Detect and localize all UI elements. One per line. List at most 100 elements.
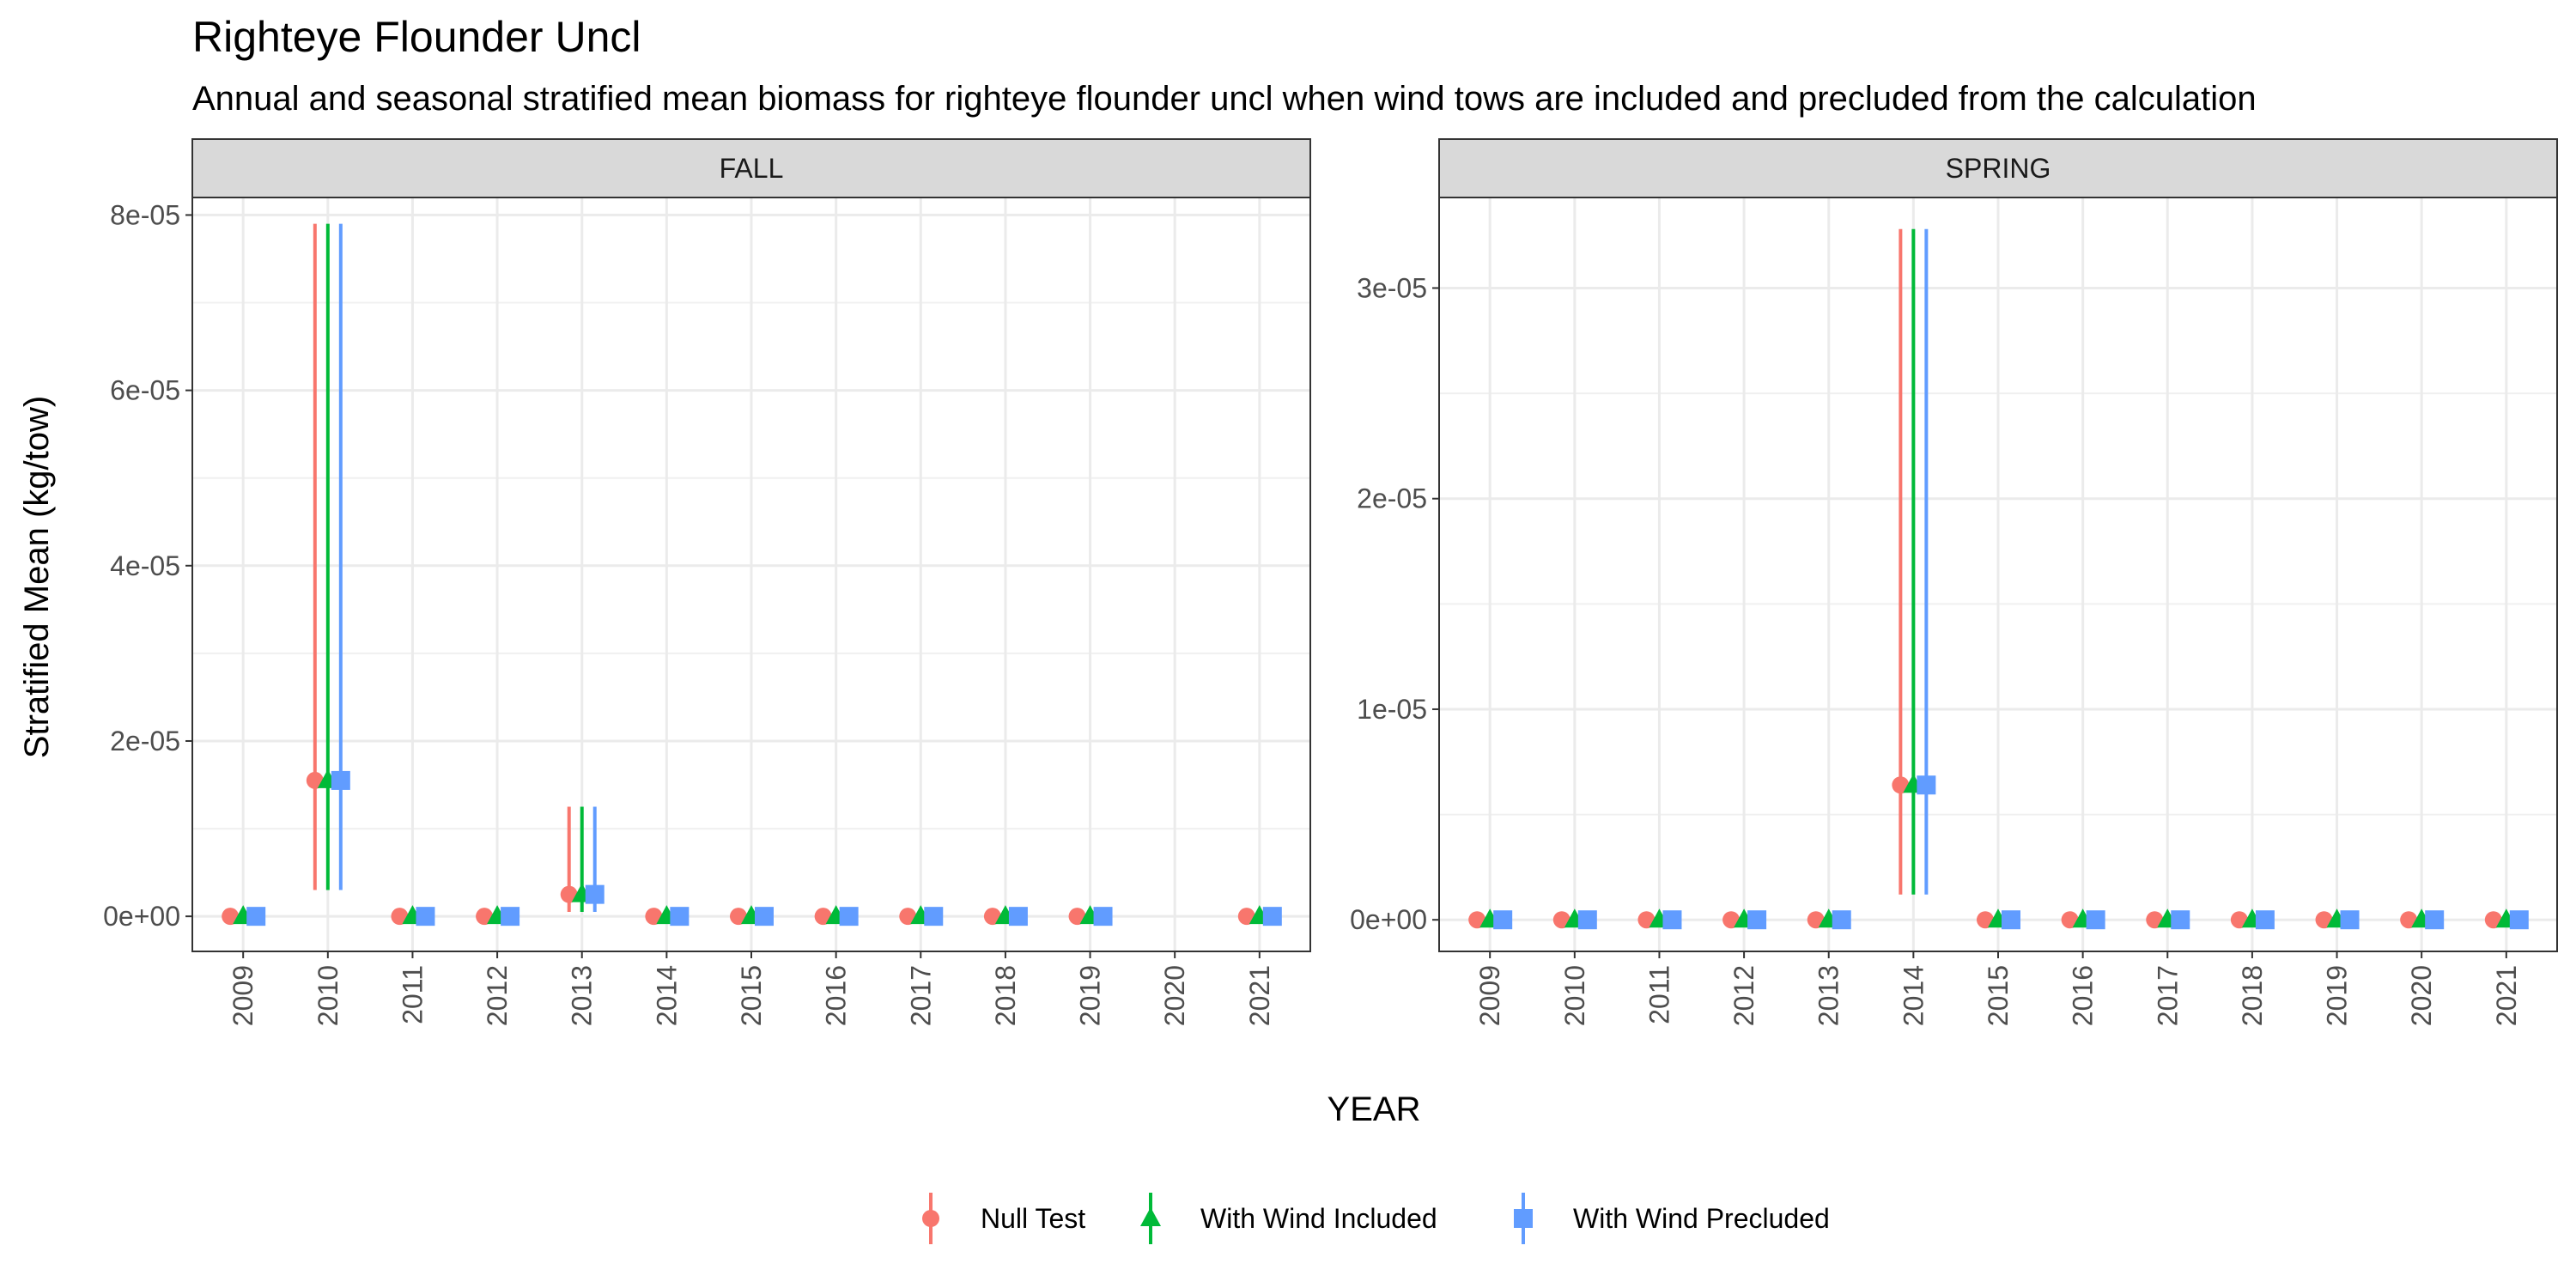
legend-item-with-wind-included: With Wind Included [1140,1193,1437,1244]
y-tick-label: 6e-05 [110,375,180,406]
x-tick-label: 2015 [1983,965,2014,1026]
x-tick-label: 2019 [1075,965,1106,1026]
y-tick-label: 3e-05 [1357,272,1427,303]
x-tick-label: 2010 [313,965,343,1026]
data-point [1262,907,1282,927]
data-point [1552,911,1571,929]
data-point [416,907,435,927]
facet-strip [191,138,1311,198]
data-point [645,908,663,926]
x-tick-label: 2021 [2491,965,2522,1026]
x-tick-label: 2012 [482,965,513,1026]
data-point [2146,911,2164,929]
x-tick-label: 2013 [567,965,598,1026]
x-tick-label: 2012 [1728,965,1759,1026]
x-tick-label: 2020 [2406,965,2437,1026]
data-point [924,907,944,927]
data-point [839,907,859,927]
data-point [391,908,409,926]
y-tick-label: 2e-05 [1357,483,1427,514]
legend-label: With Wind Included [1200,1203,1437,1234]
data-point [222,908,240,926]
x-tick-label: 2009 [228,965,258,1026]
data-point [1917,775,1936,795]
data-point [1068,908,1086,926]
data-point [246,907,266,927]
x-tick-label: 2009 [1474,965,1505,1026]
data-point [2086,910,2105,930]
data-point [2484,911,2502,929]
data-point [2002,910,2020,930]
y-tick-label: 8e-05 [110,199,180,230]
facet-strip-label: SPRING [1946,153,2051,184]
x-tick-label: 2014 [651,965,682,1026]
legend-key-marker [1514,1209,1533,1228]
data-point [755,907,774,927]
facet-strip-label: FALL [720,153,784,184]
data-point [1977,911,1994,929]
chart-subtitle: Annual and seasonal stratified mean biom… [192,80,2257,118]
legend-label: With Wind Precluded [1573,1203,1830,1234]
legend-key-marker [1140,1207,1161,1226]
x-tick-label: 2011 [1643,965,1674,1024]
data-point [2315,911,2333,929]
x-tick-label: 2019 [2322,965,2353,1026]
data-point [1637,911,1656,929]
x-tick-label: 2017 [905,965,936,1026]
data-point [2509,910,2529,930]
x-tick-label: 2016 [2068,965,2099,1026]
data-point [1093,907,1113,927]
series-with-wind-precluded [246,223,1282,927]
data-point [1468,911,1486,929]
data-point [1892,776,1910,794]
x-tick-label: 2018 [2237,965,2268,1026]
data-point [2400,911,2418,929]
x-tick-label: 2015 [736,965,767,1026]
y-tick-label: 1e-05 [1357,694,1427,725]
x-tick-label: 2020 [1159,965,1190,1026]
data-point [670,907,690,927]
facet-panels: 0e+00 2e-05 4e-05 6e-05 8e-05 2009 2010 2011 201… [103,138,2558,1026]
legend-item-null-test: Null Test [922,1193,1085,1244]
data-point [2340,910,2360,930]
data-point [585,884,605,904]
data-point [2255,910,2275,930]
data-point [1747,910,1767,930]
legend: Null Test With Wind Included With Wind Pre… [922,1193,1830,1244]
series-null-test [222,223,1255,926]
legend-label: Null Test [981,1203,1085,1234]
data-point [814,908,832,926]
x-tick-label: 2021 [1244,965,1275,1026]
y-tick-label: 0e+00 [103,901,180,932]
data-point [1832,910,1851,930]
data-point [1008,907,1028,927]
x-tick-label: 2014 [1898,965,1929,1026]
series-null-test [1468,228,2502,929]
data-point [1722,911,1741,929]
data-point [1237,908,1255,926]
y-tick-label: 2e-05 [110,726,180,756]
data-point [331,770,350,790]
x-axis-title: YEAR [1327,1091,1421,1128]
data-point [730,908,747,926]
data-point [983,908,1001,926]
x-tick-label: 2013 [1814,965,1844,1026]
facet-strip [1438,138,2558,198]
data-point [2061,911,2079,929]
data-point [2425,910,2445,930]
data-point [476,908,494,926]
legend-key-marker [922,1210,939,1227]
legend-item-with-wind-precluded: With Wind Precluded [1514,1193,1830,1244]
data-point [2230,911,2248,929]
panel-spring: 0e+00 1e-05 2e-05 3e-05 2009 2010 2011 2012 2013… [1350,138,2558,1026]
data-point [2171,910,2190,930]
chart-title: Righteye Flounder Uncl [192,13,641,61]
panel-fall: 0e+00 2e-05 4e-05 6e-05 8e-05 2009 2010 2011 201… [103,138,1311,1026]
data-point [1493,910,1513,930]
y-tick-label: 0e+00 [1350,904,1427,935]
series-with-wind-precluded [1493,228,2529,930]
data-point [1807,911,1825,929]
data-point [501,907,520,927]
y-tick-label: 4e-05 [110,550,180,581]
